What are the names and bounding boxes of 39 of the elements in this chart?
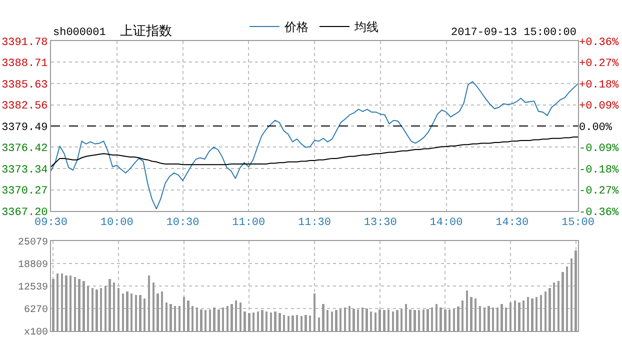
y-tick-label: x100 [24, 328, 48, 338]
x-tick-label: 11:30 [298, 217, 332, 230]
x-tick-label: 14:30 [496, 217, 529, 230]
y-tick-label: 18809 [18, 260, 48, 271]
y2-tick-label: +0.18% [579, 79, 620, 92]
y-tick-label: 6270 [24, 305, 48, 316]
y-tick-label: 3388.71 [2, 58, 48, 70]
y-tick-label: 3379.49 [2, 122, 48, 134]
x-tick-label: 13:30 [364, 217, 397, 230]
y-tick-label: 25079 [18, 238, 48, 248]
x-tick-label: 09:30 [34, 217, 68, 230]
y2-tick-label: -0.27% [579, 186, 620, 198]
y2-tick-label: +0.36% [579, 36, 620, 49]
x-tick-label: 10:30 [166, 217, 200, 230]
line-series [51, 81, 578, 210]
y2-tick-label: -0.36% [579, 206, 620, 219]
legend-label: 均线 [354, 20, 378, 34]
x-tick-label: 14:00 [430, 217, 463, 230]
y2-tick-label: 0.00% [579, 122, 612, 134]
text: sh000001 [53, 27, 106, 39]
chart-title: 上证指数 [120, 24, 172, 39]
x-tick-label: 11:00 [232, 217, 266, 230]
y-tick-label: 3382.56 [2, 100, 48, 113]
line-series [51, 136, 578, 168]
y-tick-label: 3385.63 [2, 79, 48, 92]
y-tick-label: 3376.42 [2, 143, 48, 156]
y-tick-label: 3373.34 [2, 164, 48, 176]
y-tick-label: 3367.20 [2, 206, 48, 219]
x-tick-label: 15:00 [561, 217, 595, 230]
y2-tick-label: -0.09% [579, 143, 620, 156]
x-tick-label: 10:00 [100, 217, 134, 230]
legend-label: 价格 [284, 20, 308, 34]
y-tick-label: 12539 [18, 282, 48, 294]
y-tick-label: 3370.27 [2, 186, 48, 198]
y-tick-label: 3391.78 [2, 36, 48, 49]
y2-tick-label: +0.27% [579, 58, 620, 70]
y2-tick-label: -0.18% [579, 164, 620, 176]
y2-tick-label: +0.09% [579, 100, 620, 113]
text: 2017-09-13 15:00:00 [451, 27, 576, 39]
